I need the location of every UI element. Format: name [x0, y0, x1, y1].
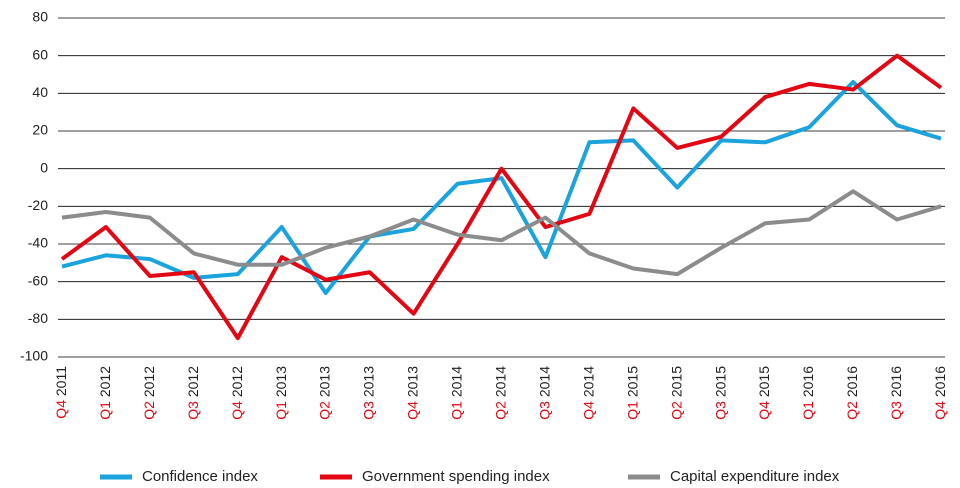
y-tick-label: 40	[32, 84, 48, 100]
y-tick-label: 80	[32, 9, 48, 25]
x-tick-label: Q3 2013	[360, 366, 376, 420]
y-tick-label: -40	[28, 235, 48, 251]
x-tick-label: Q2 2015	[668, 366, 684, 420]
x-tick-label: Q3 2012	[185, 366, 201, 420]
x-tick-label: Q4 2014	[580, 366, 596, 420]
y-tick-label: 0	[40, 159, 48, 175]
y-tick-label: -60	[28, 272, 48, 288]
x-tick-label: Q4 2013	[404, 366, 420, 420]
x-tick-label: Q4 2015	[756, 366, 772, 420]
y-tick-label: -80	[28, 310, 48, 326]
line	[60, 53, 943, 341]
x-tick-label: Q3 2015	[712, 366, 728, 420]
y-tick-label: -20	[28, 197, 48, 213]
x-tick-label: Q2 2014	[492, 366, 508, 420]
x-tick-label: Q3 2014	[536, 366, 552, 420]
x-tick-label: Q2 2016	[844, 366, 860, 420]
x-tick-label: Q3 2016	[888, 366, 904, 420]
x-tick-label: Q2 2013	[316, 366, 332, 420]
x-tick-label: Q1 2014	[448, 366, 464, 420]
y-tick-label: -100	[20, 348, 48, 364]
line	[61, 80, 942, 295]
x-tick-label: Q1 2012	[97, 366, 113, 420]
legend-label: Government spending index	[362, 468, 550, 485]
legend-label: Capital expenditure index	[670, 468, 840, 485]
x-tick-label: Q2 2012	[141, 366, 157, 420]
x-tick-label: Q1 2015	[624, 366, 640, 420]
x-tick-label: Q4 2011	[53, 366, 69, 419]
y-tick-label: 60	[32, 46, 48, 62]
x-tick-label: Q1 2013	[272, 366, 288, 420]
y-tick-label: 20	[32, 122, 48, 138]
x-tick-label: Q1 2016	[800, 366, 816, 420]
line	[61, 189, 942, 277]
legend-label: Confidence index	[142, 468, 258, 485]
x-tick-label: Q4 2016	[932, 366, 948, 420]
x-tick-label: Q4 2012	[229, 366, 245, 420]
